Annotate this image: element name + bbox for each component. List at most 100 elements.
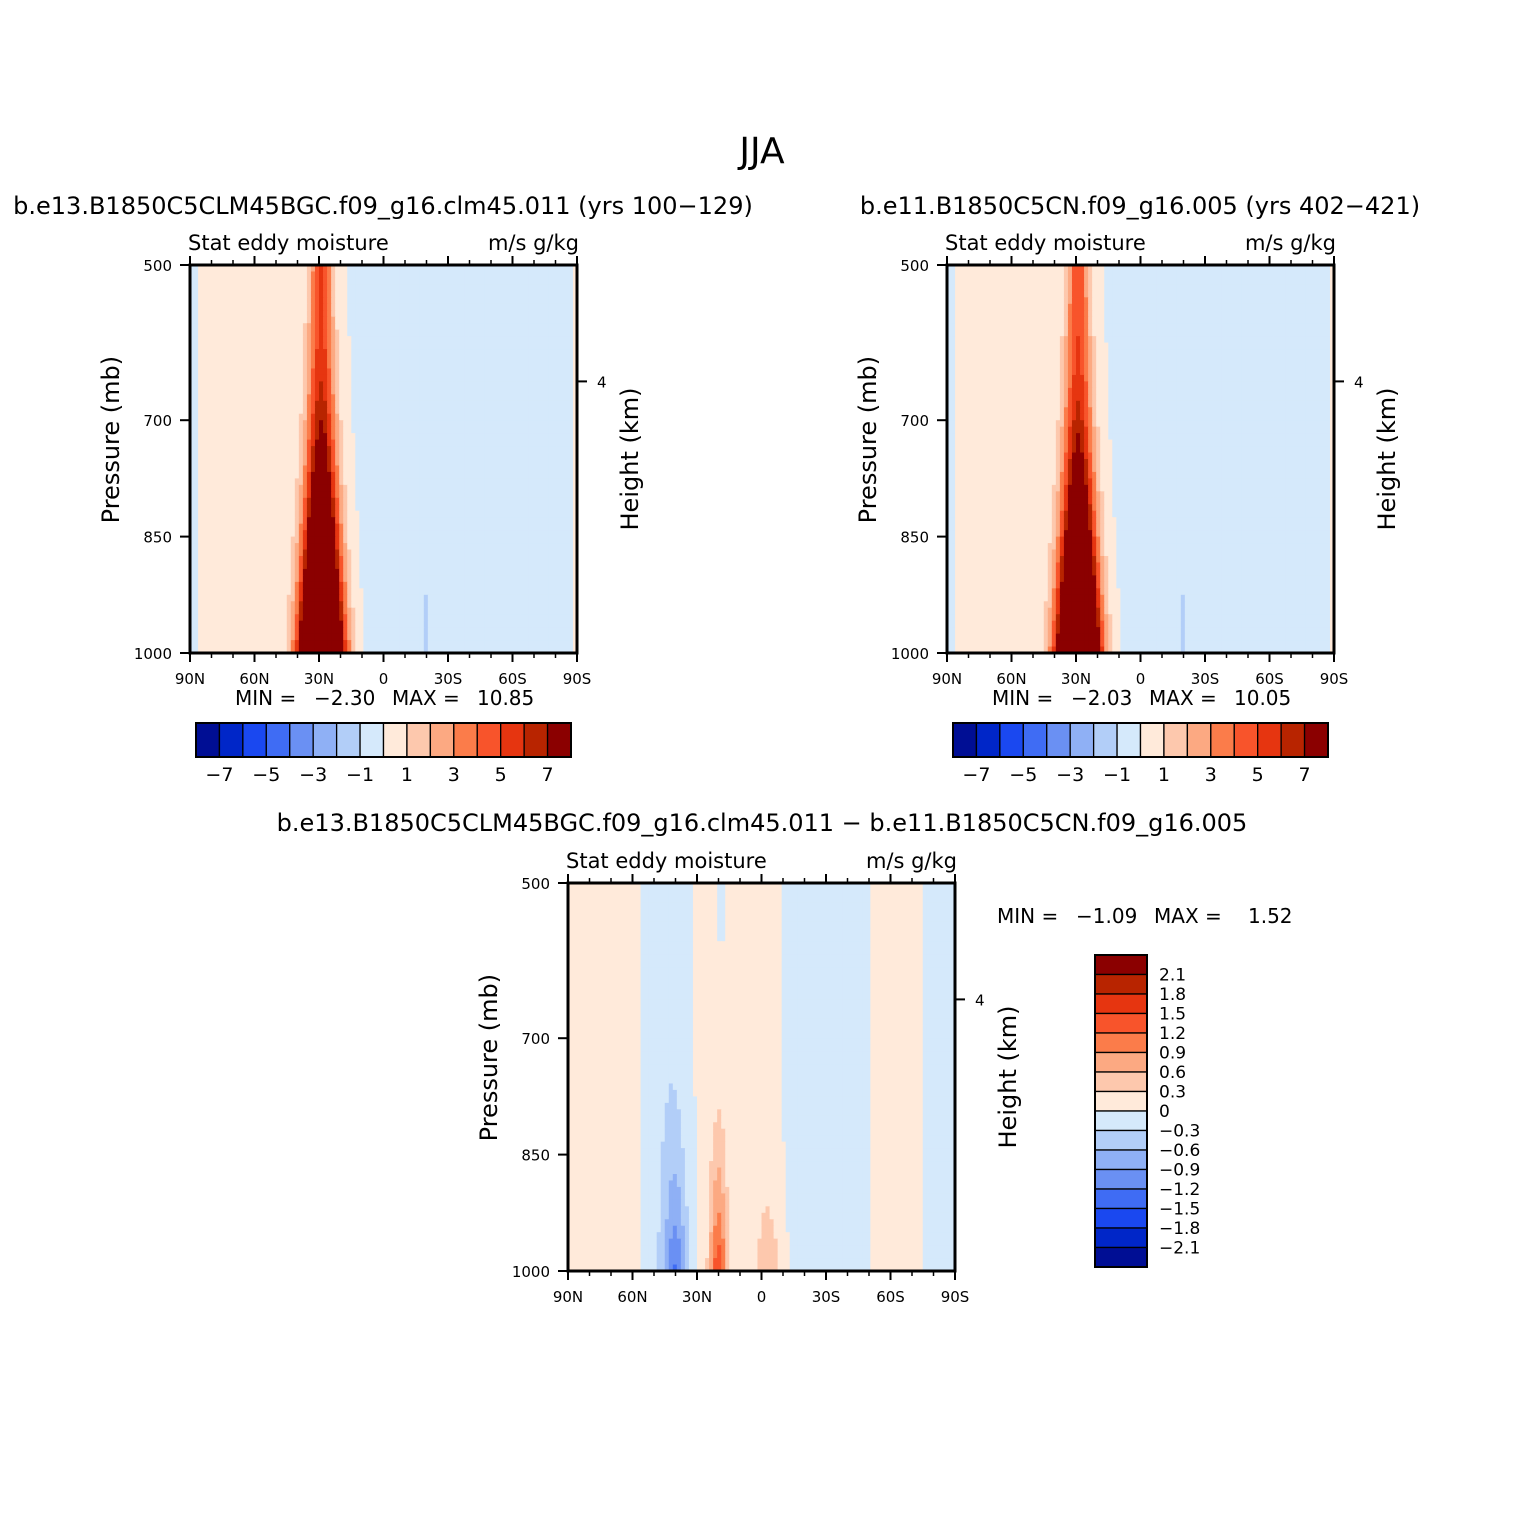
- contour-cell: [500, 284, 506, 292]
- contour-cell: [375, 504, 381, 512]
- contour-cell: [314, 426, 320, 434]
- contour-cell: [302, 342, 308, 350]
- contour-cell: [226, 297, 231, 305]
- contour-cell: [448, 446, 453, 454]
- contour-cell: [367, 439, 373, 447]
- contour-cell: [564, 504, 570, 512]
- contour-cell: [355, 517, 360, 525]
- contour-cell: [274, 355, 280, 363]
- contour-cell: [496, 407, 502, 415]
- contour-cell: [306, 484, 312, 492]
- contour-cell: [512, 316, 518, 324]
- contour-cell: [302, 588, 308, 596]
- contour-cell: [270, 284, 276, 292]
- contour-cell: [500, 471, 506, 479]
- contour-cell: [452, 394, 457, 402]
- contour-cell: [435, 413, 441, 421]
- contour-cell: [274, 277, 280, 285]
- contour-cell: [339, 355, 344, 363]
- contour-cell: [435, 517, 441, 525]
- contour-cell: [500, 349, 506, 357]
- contour-cell: [367, 568, 373, 576]
- contour-cell: [411, 310, 417, 318]
- contour-cell: [452, 336, 457, 344]
- contour-cell: [512, 452, 518, 460]
- contour-cell: [379, 349, 385, 357]
- contour-cell: [572, 536, 578, 544]
- contour-cell: [532, 407, 538, 415]
- contour-cell: [242, 407, 248, 415]
- contour-cell: [327, 426, 332, 434]
- contour-cell: [238, 387, 244, 395]
- contour-cell: [310, 413, 316, 421]
- contour-cell: [250, 452, 256, 460]
- contour-cell: [339, 568, 344, 576]
- contour-cell: [540, 459, 546, 467]
- contour-cell: [560, 310, 566, 318]
- contour-cell: [194, 478, 199, 486]
- contour-cell: [310, 316, 316, 324]
- contour-cell: [218, 536, 223, 544]
- contour-cell: [407, 581, 413, 589]
- contour-cell: [464, 562, 469, 570]
- contour-cell: [198, 290, 203, 298]
- contour-cell: [508, 426, 514, 434]
- contour-cell: [407, 433, 413, 441]
- contour-cell: [198, 271, 203, 279]
- contour-cell: [492, 426, 497, 434]
- contour-cell: [516, 459, 522, 467]
- contour-cell: [399, 323, 405, 331]
- contour-cell: [262, 491, 268, 499]
- contour-cell: [419, 491, 425, 499]
- contour-cell: [448, 277, 453, 285]
- contour-cell: [548, 471, 554, 479]
- contour-cell: [234, 433, 239, 441]
- contour-cell: [528, 484, 534, 492]
- contour-cell: [464, 265, 469, 273]
- contour-cell: [214, 446, 219, 454]
- contour-cell: [302, 336, 308, 344]
- contour-cell: [359, 297, 364, 305]
- contour-cell: [282, 316, 288, 324]
- contour-cell: [198, 316, 203, 324]
- contour-cell: [242, 394, 248, 402]
- contour-cell: [298, 310, 304, 318]
- contour-cell: [464, 303, 469, 311]
- contour-cell: [246, 407, 252, 415]
- contour-cell: [532, 329, 538, 337]
- contour-cell: [472, 297, 477, 305]
- contour-cell: [250, 342, 256, 350]
- contour-cell: [286, 400, 292, 408]
- contour-cell: [371, 530, 377, 538]
- contour-cell: [544, 575, 550, 583]
- contour-cell: [564, 575, 570, 583]
- contour-cell: [564, 407, 570, 415]
- contour-cell: [266, 303, 272, 311]
- contour-cell: [472, 426, 477, 434]
- contour-cell: [524, 310, 530, 318]
- contour-cell: [391, 342, 397, 350]
- contour-cell: [568, 433, 574, 441]
- contour-cell: [548, 497, 554, 505]
- contour-cell: [472, 471, 477, 479]
- contour-cell: [290, 426, 296, 434]
- contour-cell: [516, 316, 522, 324]
- contour-cell: [399, 265, 405, 273]
- contour-cell: [500, 290, 506, 298]
- contour-cell: [222, 536, 227, 544]
- contour-cell: [399, 387, 405, 395]
- contour-cell: [278, 484, 284, 492]
- contour-cell: [331, 394, 336, 402]
- contour-cell: [230, 271, 235, 279]
- contour-cell: [552, 568, 558, 576]
- contour-cell: [278, 413, 284, 421]
- contour-cell: [266, 420, 272, 428]
- contour-cell: [516, 355, 522, 363]
- contour-cell: [484, 471, 489, 479]
- contour-cell: [411, 394, 417, 402]
- contour-cell: [258, 400, 264, 408]
- contour-cell: [371, 465, 377, 473]
- contour-cell: [411, 549, 417, 557]
- contour-cell: [319, 471, 324, 479]
- contour-cell: [472, 336, 477, 344]
